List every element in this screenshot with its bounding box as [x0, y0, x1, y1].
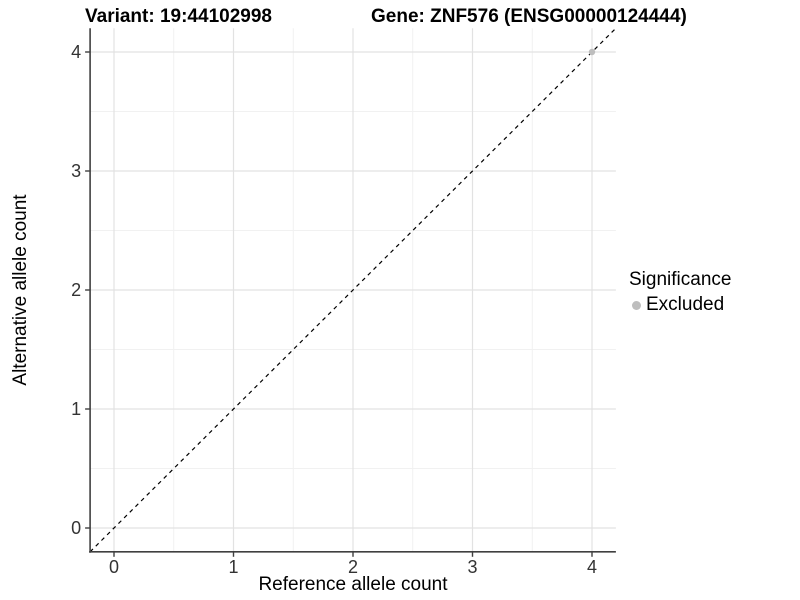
- data-point-excluded: [588, 48, 596, 56]
- y-tick-label: 0: [71, 518, 81, 538]
- x-tick-label: 1: [228, 557, 238, 577]
- y-tick-label: 1: [71, 399, 81, 419]
- x-tick-label: 0: [109, 557, 119, 577]
- legend-item-excluded: Excluded: [629, 294, 731, 316]
- legend: Significance Excluded: [629, 269, 731, 316]
- gene-title: Gene: ZNF576 (ENSG00000124444): [371, 6, 687, 27]
- legend-item-label: Excluded: [646, 294, 725, 315]
- variant-title: Variant: 19:44102998: [85, 6, 272, 27]
- y-tick-label: 4: [71, 42, 81, 62]
- y-axis-title: Alternative allele count: [10, 194, 31, 386]
- x-tick-label: 3: [467, 557, 477, 577]
- x-tick-label: 2: [348, 557, 358, 577]
- identity-dashed-line: [89, 27, 617, 553]
- legend-title: Significance: [629, 269, 732, 290]
- y-tick-label: 3: [71, 161, 81, 181]
- x-axis-title: Reference allele count: [258, 574, 448, 595]
- y-tick-label: 2: [71, 280, 81, 300]
- x-tick-label: 4: [587, 557, 597, 577]
- excluded-point-icon: [632, 300, 641, 310]
